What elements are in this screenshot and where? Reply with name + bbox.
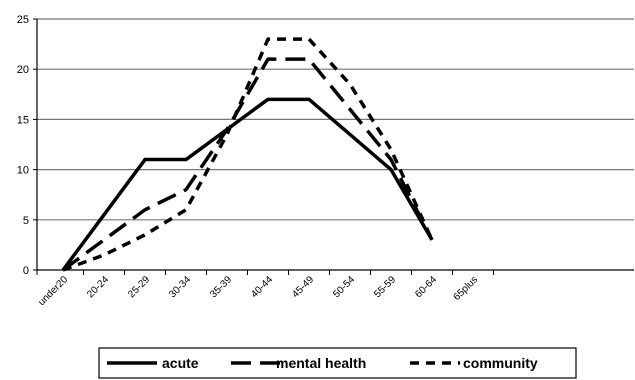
- x-tick-label: 60-64: [413, 274, 439, 300]
- legend-label: acute: [162, 355, 199, 371]
- y-tick-label: 10: [17, 165, 29, 177]
- legend: acute mental health community: [98, 347, 577, 379]
- x-tick-label: 20-24: [85, 274, 111, 300]
- x-tick-label: 50-54: [331, 274, 357, 300]
- series-lines: [61, 37, 434, 272]
- x-tick-label: 30-34: [167, 274, 193, 300]
- series-line-acute: [61, 97, 434, 272]
- y-tick-label: 25: [17, 14, 29, 26]
- x-tick-label: under20: [36, 274, 70, 308]
- y-tick-label: 5: [23, 215, 29, 227]
- series-line-mental-health: [61, 57, 434, 272]
- y-tick-label: 15: [17, 114, 29, 126]
- x-tick-label: 55-59: [372, 274, 398, 300]
- y-tick-label: 20: [17, 64, 29, 76]
- x-tick-label: 35-39: [208, 274, 234, 300]
- x-tick-label: 25-29: [126, 274, 152, 300]
- x-tick-label: 40-44: [249, 274, 275, 300]
- y-axis-ticks: 0 5 10 15 20 25: [17, 14, 37, 277]
- gridlines: [37, 18, 634, 221]
- series-line-community: [62, 37, 434, 272]
- x-axis-ticks: under20 20-24 25-29 30-34 35-39 40-44 45-49 50-…: [36, 270, 494, 308]
- x-tick-label: 45-49: [290, 274, 316, 300]
- legend-box: [98, 347, 577, 379]
- axes: [36, 19, 634, 271]
- x-tick-label: 65plus: [452, 274, 481, 303]
- legend-label: mental health: [276, 355, 366, 371]
- y-tick-label: 0: [23, 265, 29, 277]
- legend-label: community: [463, 355, 538, 371]
